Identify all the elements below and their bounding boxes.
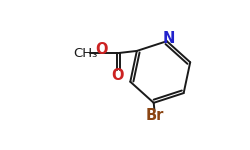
Text: O: O <box>111 68 124 83</box>
Text: O: O <box>95 42 108 57</box>
Text: CH₃: CH₃ <box>74 47 98 60</box>
Text: Br: Br <box>145 108 164 123</box>
Text: N: N <box>162 31 175 46</box>
